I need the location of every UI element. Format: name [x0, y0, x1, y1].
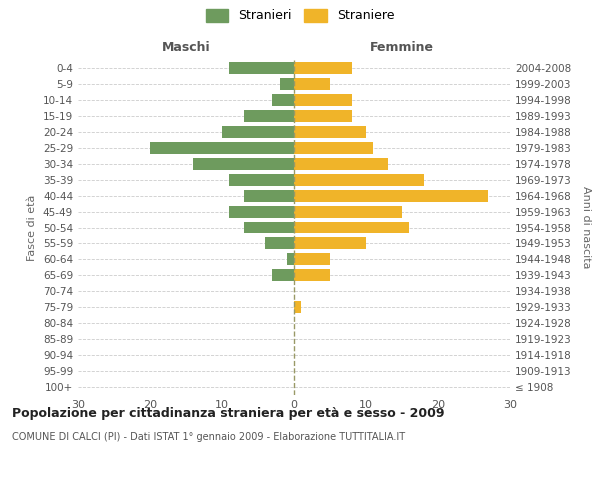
Bar — [287, 254, 294, 266]
Text: Popolazione per cittadinanza straniera per età e sesso - 2009: Popolazione per cittadinanza straniera p… — [12, 408, 445, 420]
Bar — [222, 126, 294, 138]
Bar — [244, 222, 294, 234]
Bar — [294, 254, 330, 266]
Bar — [294, 270, 330, 281]
Bar — [294, 238, 366, 250]
Bar — [294, 174, 424, 186]
Bar — [294, 126, 366, 138]
Bar — [294, 158, 388, 170]
Bar — [229, 62, 294, 74]
Bar — [272, 94, 294, 106]
Legend: Stranieri, Straniere: Stranieri, Straniere — [206, 8, 394, 22]
Bar — [193, 158, 294, 170]
Bar — [280, 78, 294, 90]
Bar — [244, 190, 294, 202]
Bar — [272, 270, 294, 281]
Y-axis label: Fasce di età: Fasce di età — [28, 194, 37, 260]
Bar — [294, 222, 409, 234]
Bar — [229, 206, 294, 218]
Bar — [294, 190, 488, 202]
Bar — [265, 238, 294, 250]
Text: COMUNE DI CALCI (PI) - Dati ISTAT 1° gennaio 2009 - Elaborazione TUTTITALIA.IT: COMUNE DI CALCI (PI) - Dati ISTAT 1° gen… — [12, 432, 405, 442]
Bar — [294, 78, 330, 90]
Bar — [294, 142, 373, 154]
Bar — [294, 302, 301, 313]
Bar — [294, 206, 402, 218]
Bar — [229, 174, 294, 186]
Bar — [294, 110, 352, 122]
Bar — [244, 110, 294, 122]
Bar — [294, 62, 352, 74]
Bar — [294, 94, 352, 106]
Y-axis label: Anni di nascita: Anni di nascita — [581, 186, 591, 269]
Bar — [150, 142, 294, 154]
Text: Femmine: Femmine — [370, 41, 434, 54]
Text: Maschi: Maschi — [161, 41, 211, 54]
